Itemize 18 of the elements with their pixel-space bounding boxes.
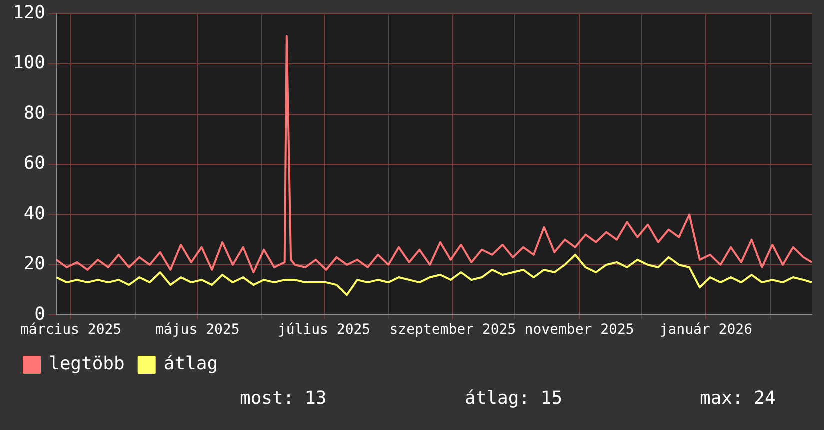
x-tick-label: május 2025 xyxy=(156,322,240,338)
y-tick-label: 80 xyxy=(24,102,46,124)
x-tick-label: szeptember 2025 xyxy=(390,322,516,338)
x-tick-label: március 2025 xyxy=(20,322,122,338)
y-tick-label: 100 xyxy=(12,52,46,74)
legend-label: legtöbb xyxy=(49,354,125,375)
x-tick-label: január 2026 xyxy=(660,322,753,338)
legend-label: átlag xyxy=(164,354,218,375)
y-tick-label: 40 xyxy=(24,203,46,224)
text: átlag: 15 xyxy=(465,388,563,409)
y-tick-label: 60 xyxy=(24,153,46,174)
y-tick-label: 0 xyxy=(34,304,46,325)
text: max: 24 xyxy=(700,388,776,409)
y-tick-label: 120 xyxy=(12,2,46,24)
x-tick-label: július 2025 xyxy=(278,322,371,338)
x-tick-label: november 2025 xyxy=(524,322,634,338)
y-tick-label: 20 xyxy=(24,254,46,275)
text: most: 13 xyxy=(240,388,327,409)
